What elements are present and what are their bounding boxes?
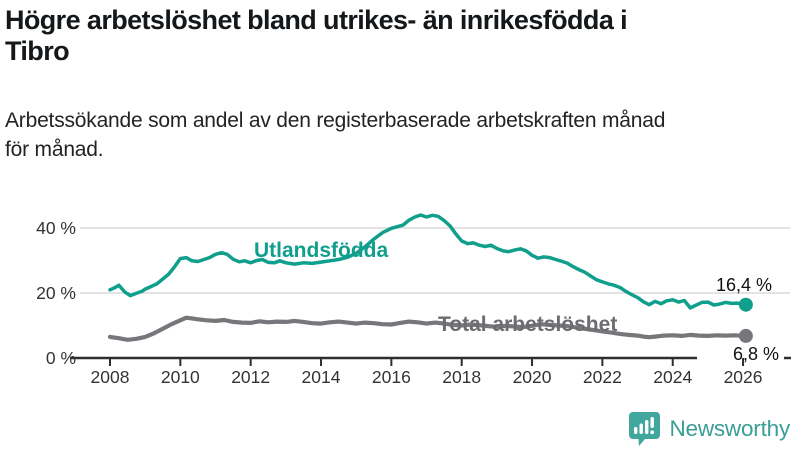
x-axis-label: 2020 — [513, 367, 552, 387]
chart-subtitle: Arbetssökande som andel av den registerb… — [5, 106, 797, 164]
total-arbetsloshet-line — [107, 315, 749, 342]
y-axis-label: 40 % — [36, 218, 76, 238]
x-axis-label: 2014 — [302, 367, 341, 387]
x-axis-label: 2024 — [653, 367, 692, 387]
subtitle-line-2: för månad. — [5, 138, 104, 161]
x-axis-label: 2008 — [91, 367, 130, 387]
series-end-value-label: 16,4 % — [716, 275, 772, 295]
series-end-value-label: 6,8 % — [733, 344, 779, 364]
series-inline-label: Total arbetslöshet — [438, 313, 617, 336]
series-inline-label: Utlandsfödda — [254, 239, 388, 262]
y-axis-label: 20 % — [36, 283, 76, 303]
series-end-dot — [738, 328, 753, 343]
x-axis-label: 2016 — [372, 367, 411, 387]
title-line-1: Högre arbetslöshet bland utrikes- än inr… — [5, 5, 628, 35]
y-axis-label: 0 % — [46, 348, 76, 368]
x-axis-label: 2012 — [231, 367, 270, 387]
x-axis-label: 2026 — [724, 367, 763, 387]
x-axis-label: 2018 — [442, 367, 481, 387]
x-axis-label: 2022 — [583, 367, 622, 387]
page-title: Högre arbetslöshet bland utrikes- än inr… — [5, 5, 797, 67]
newsworthy-chart-bubble-icon — [629, 412, 661, 446]
utlandsfodda-line — [108, 213, 748, 310]
x-axis-label: 2010 — [161, 367, 200, 387]
newsworthy-logo[interactable]: Newsworthy — [628, 411, 790, 447]
title-line-2: Tibro — [5, 36, 70, 66]
series-end-dot — [738, 297, 753, 312]
newsworthy-logo-text: Newsworthy — [669, 416, 790, 441]
subtitle-line-1: Arbetssökande som andel av den registerb… — [5, 109, 666, 132]
